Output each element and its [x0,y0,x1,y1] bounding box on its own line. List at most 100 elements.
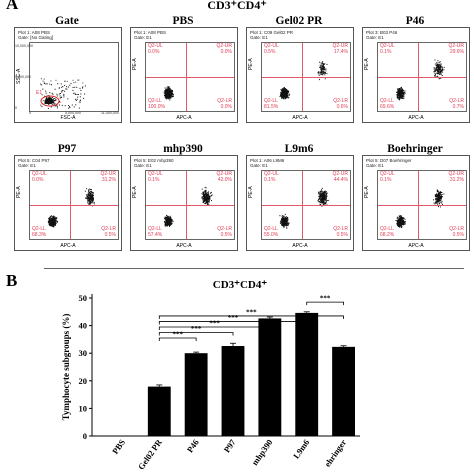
y-tick-label: 10 [79,403,88,413]
gate-label: E1 [36,90,43,96]
quadrant-lr-label: Q2-LR 0.0% [217,98,232,110]
quadrant-value: 31.2% [449,176,464,183]
x-tick-label: Gel02 PR [136,437,165,472]
quadrant-value: 0.5% [220,231,232,238]
quadrant-name: Q2-LL [264,98,278,104]
scatter-points [279,61,328,100]
quadrant-value: 31.2% [101,176,116,183]
quadrant-lr-label: Q2-LR 0.5% [217,226,232,238]
scatter-points [47,188,96,228]
plot-header-line: Gate: E1 [366,35,384,40]
significance-bracket [158,315,344,319]
y-axis-label: PE-A [132,186,138,198]
plot-area: Q2-UL 0.1% Q2-UR 29.6% Q2-LL 69.6% Q2-LR 0.7% [377,42,467,112]
quadrant-name: Q2-LL [148,98,162,104]
scatter-points [163,86,174,101]
quadrant-value: 0.5% [336,231,348,238]
scatter-points [163,186,213,227]
quadrant-name: Q2-UR [100,171,116,177]
quadrant-ur-label: Q2-UR 29.6% [448,43,464,55]
quadrant-name: Q2-UR [216,171,232,177]
scatter-points [279,187,329,229]
quadrant-ll-label: Q2-LL 57.4% [148,226,162,238]
significance-bracket [158,321,308,325]
quadrant-name: Q2-UR [216,43,232,49]
plot-header-line: Gate: E1 [250,35,268,40]
quadrant-value: 0.1% [380,48,392,55]
plot-title: PBS [172,15,194,27]
quadrant-value: 44.4% [333,176,348,183]
quadrant-value: 0.0% [148,48,160,55]
quadrant-name: Q2-LR [449,98,464,104]
y-axis-label: PE-A [132,58,138,70]
x-axis-label: FSC-A [60,115,76,121]
plot-header: Plot 1: A06 L9M6 Gate: E1 [250,158,284,168]
plot-header-line: Plot 5: E02 mhp390 [134,158,174,163]
quadrant-name: Q2-LL [148,226,162,232]
quadrant-name: Q2-LR [449,226,464,232]
plot-header-line: Plot 1: C09 Gel02 PR [250,30,294,35]
scatter-points [395,59,445,101]
y-tick-label: 20 [79,376,88,386]
x-tick-label: P97 [222,437,238,455]
y-tick-label: 0 [83,431,87,441]
y-tick-label: 10,000,000 [15,44,33,48]
quadrant-value: 81.5% [264,103,279,110]
quadrant-value: 0.1% [148,176,160,183]
quadrant-name: Q2-LL [380,226,394,232]
quadrant-ur-label: Q2-UR 31.2% [100,171,116,183]
gate-ellipse [40,95,60,107]
x-tick-label: 0 [29,111,31,115]
y-axis-label: PE-A [16,186,22,198]
quadrant-hline [30,205,118,206]
plot-header-line: Gate: E1 [134,163,152,168]
gate-plot: Plot 1: A08 PBS Gate: [No Gating] E1 SSC-A F… [14,27,122,123]
y-axis-label: PE-A [248,58,254,70]
quadrant-name: Q2-UL [380,171,395,177]
significance-bracket [158,326,271,330]
quadrant-value: 0.0% [220,48,232,55]
quadrant-ll-label: Q2-LL 55.0% [264,226,279,238]
quadrant-value: 55.0% [264,231,279,238]
plot-area: E1 [29,42,119,112]
plot-header: Plot 1: A08 PBS Gate: [No Gating] [18,30,53,40]
x-tick-label: 11,000,000 [101,111,119,115]
significance-label: *** [228,314,239,322]
quadrant-name: Q2-UL [148,171,163,177]
x-axis-label: APC-A [176,115,192,121]
quadrant-name: Q2-LL [32,226,46,232]
significance-label: *** [209,319,220,327]
flow-plot: Plot 1: C09 Gel02 PR Gate: E1 Q2-UL 0.5% Q2-… [246,27,354,123]
scatter-points [40,78,86,109]
flow-plot: Plot 1: A08 PBS Gate: E1 Q2-UL 0.0% Q2-UR 0.0… [130,27,238,123]
quadrant-name: Q2-UR [332,43,348,49]
quadrant-value: 68.2% [380,231,395,238]
chart-title: CD3⁺CD4⁺ [213,279,268,291]
plot-header-line: Plot 1: A08 PBS [18,30,51,35]
quadrant-lr-label: Q2-LR 0.5% [101,226,116,238]
plot-header-line: Plot 5: D07 Boehringer [366,158,412,163]
quadrant-hline [262,205,350,206]
bar [258,318,282,436]
significance-label: *** [246,308,257,316]
bar [184,353,208,436]
flow-plot: Plot 5: C04 P97 Gate: E1 Q2-UL 0.0% Q2-UR 31.… [14,155,122,251]
quadrant-ll-label: Q2-LL 68.2% [380,226,395,238]
quadrant-value: 0.7% [452,103,464,110]
quadrant-hline [146,77,234,78]
quadrant-value: 69.6% [380,103,395,110]
plot-header: Plot 5: E02 mhp390 Gate: E1 [134,158,174,168]
quadrant-lr-label: Q2-LR 0.7% [449,98,464,110]
bar-chart: CD3⁺CD4⁺ 0 10 20 30 40 50 Tymphocyte subgroups … [61,279,360,472]
x-axis-label: APC-A [60,243,76,249]
quadrant-value: 17.4% [333,48,348,55]
quadrant-ll-label: Q2-LL 100.0% [148,98,165,110]
plot-header-line: Plot 1: A06 L9M6 [250,158,285,163]
quadrant-ul-label: Q2-UL 0.1% [380,43,395,55]
quadrant-ur-label: Q2-UR 44.4% [332,171,348,183]
quadrant-value: 42.0% [217,176,232,183]
quadrant-ul-label: Q2-UL 0.1% [264,171,279,183]
x-tick-label: P46 [185,437,201,454]
plot-header-line: Plot 5: C04 P97 [18,158,50,163]
quadrant-ul-label: Q2-UL 0.5% [264,43,279,55]
